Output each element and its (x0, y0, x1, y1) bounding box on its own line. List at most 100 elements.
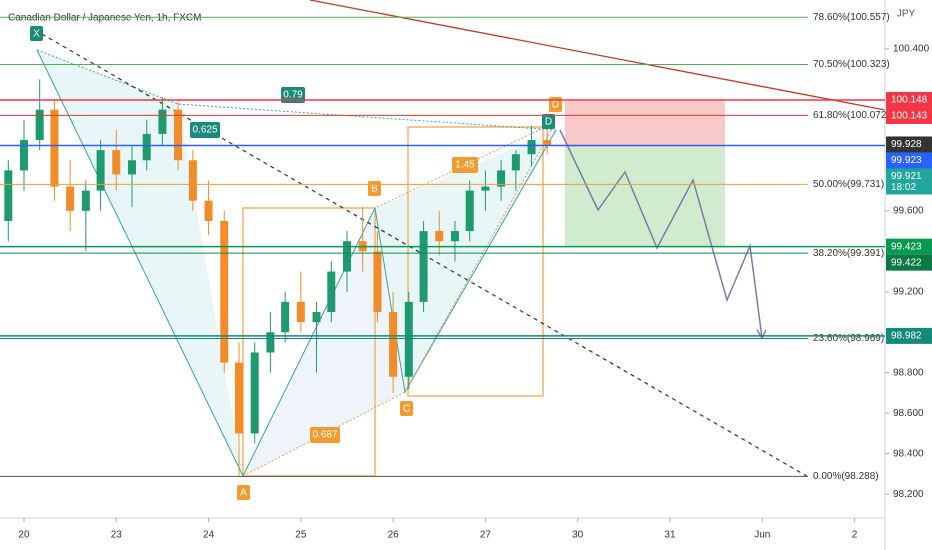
price-tag-label: 100.143 (891, 111, 928, 122)
price-tag (886, 91, 932, 108)
candle-body (50, 109, 59, 187)
ratio-box (452, 157, 478, 173)
x-tick-label: 23 (111, 530, 123, 541)
x-tick-label: 20 (18, 530, 30, 541)
price-tag-label: 99.923 (891, 155, 922, 166)
candle-body (450, 231, 459, 242)
price-tag (886, 254, 932, 271)
fib-label: 78.60%(100.557) (813, 12, 890, 23)
x-tick-label: 30 (572, 530, 584, 541)
candle-body (342, 241, 351, 272)
ratio-label: 1.45 (455, 160, 475, 171)
ratio-box (281, 87, 305, 103)
fib-label: 0.00%(98.288) (813, 471, 879, 482)
point-label: D (545, 117, 552, 128)
price-tag (886, 238, 932, 255)
candle-body (19, 140, 28, 171)
x-tick-label: 2 (852, 530, 858, 541)
candle-body (543, 140, 552, 146)
price-tag (886, 327, 932, 344)
y-tick-label: 99.600 (893, 205, 924, 216)
price-tag (886, 136, 932, 153)
x-tick-label: 31 (664, 530, 676, 541)
chart-title: Canadian Dollar / Japanese Yen, 1h, FXCM (8, 13, 201, 24)
x-tick-label: Jun (754, 530, 770, 541)
fib-label: 38.20%(99.391) (813, 248, 884, 259)
candle-body (188, 160, 197, 201)
price-tag-label: 100.148 (891, 95, 928, 106)
candle-body (96, 150, 105, 191)
fib-label: 50.00%(99.731) (813, 179, 884, 190)
candle-body (296, 301, 305, 323)
point-label: C (403, 404, 410, 415)
label-box (549, 97, 562, 112)
candle-body (235, 362, 244, 434)
candle-body (511, 154, 520, 171)
x-tick-label: 26 (388, 530, 400, 541)
candle-body (281, 301, 290, 333)
point-label: B (371, 184, 378, 195)
y-tick-label: 98.400 (893, 448, 924, 459)
pattern-fill (375, 130, 556, 392)
y-tick-label: 98.200 (893, 489, 924, 500)
price-tag (886, 168, 932, 195)
price-tag-time: 18:02 (891, 182, 916, 193)
price-tag-label: 98.982 (891, 331, 922, 342)
x-tick-label: 25 (295, 530, 307, 541)
ratio-label: 0.687 (312, 430, 337, 441)
x-tick-label: 24 (203, 530, 215, 541)
drawings (34, 0, 886, 479)
target-zone (565, 147, 725, 247)
candle-body (373, 251, 382, 313)
y-tick-label: 100.400 (893, 44, 930, 55)
trend-line (34, 29, 811, 479)
trend-line (309, 0, 886, 111)
point-label: D (552, 100, 559, 111)
candle-body (112, 150, 121, 175)
candle-body (527, 140, 536, 155)
price-tag (886, 152, 932, 169)
candle-body (4, 170, 13, 221)
candle-body (204, 200, 213, 221)
candle-body (266, 332, 275, 353)
candle-body (481, 186, 490, 191)
ratio-label: 0.79 (283, 90, 303, 101)
range-box (407, 126, 544, 397)
pattern-fill (243, 208, 405, 476)
fib-label: 23.60%(98.969) (813, 333, 884, 344)
y-tick-label: 98.600 (893, 408, 924, 419)
candle-body (81, 190, 90, 211)
ratio-box (310, 427, 340, 443)
projection-path (559, 129, 763, 339)
label-box (237, 485, 250, 500)
label-box (542, 114, 555, 129)
candle-body (250, 352, 259, 434)
candle-body (127, 160, 136, 175)
candle-body (389, 312, 398, 377)
candle-body (220, 220, 229, 363)
candle-body (66, 186, 75, 211)
point-label: A (240, 488, 247, 499)
price-tag-label: 99.921 (891, 171, 922, 182)
candle-body (419, 231, 428, 302)
candle-body (497, 170, 506, 187)
candle-body (327, 271, 336, 313)
ratio-label: 0.625 (192, 125, 217, 136)
candle-body (35, 109, 44, 141)
label-box (400, 401, 413, 416)
price-tag-label: 99.423 (891, 241, 922, 252)
point-label: X (33, 29, 40, 40)
candle-body (435, 231, 444, 242)
candle-body (174, 109, 183, 161)
candle-body (158, 109, 167, 134)
ratio-box (190, 122, 220, 138)
stop-zone (565, 101, 725, 147)
fib-label: 70.50%(100.323) (813, 59, 890, 70)
currency-label: JPY (897, 9, 916, 20)
candle-body (312, 312, 321, 323)
y-tick-label: 98.800 (893, 367, 924, 378)
candle-body (404, 301, 413, 377)
label-box (30, 26, 43, 41)
price-tag-label: 99.422 (891, 257, 922, 268)
